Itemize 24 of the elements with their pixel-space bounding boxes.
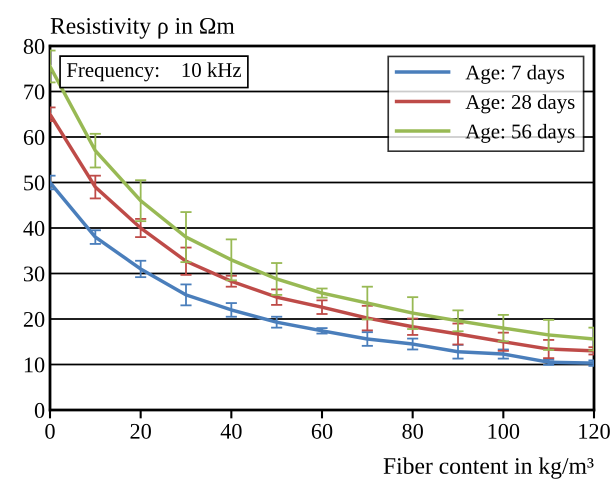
x-tick-label: 40	[220, 424, 242, 439]
x-tick-label: 60	[312, 424, 332, 439]
y-tick-label: 70	[24, 84, 44, 100]
y-tick-label: 30	[24, 266, 44, 282]
x-tick-label: 120	[579, 424, 610, 439]
annotation: Frequency: 10 kHz	[66, 62, 242, 82]
y-tick-label: 20	[24, 312, 44, 327]
y-tick-label: 60	[24, 130, 44, 145]
y-tick-label: 50	[24, 175, 44, 190]
x-tick-label: 20	[130, 424, 151, 439]
legend-label: Age: 7 days	[466, 64, 564, 84]
x-tick-label: 0	[45, 424, 55, 439]
x-tick-label: 80	[402, 424, 423, 439]
y-axis-title: Resistivity ρ in Ωm	[50, 18, 234, 39]
y-tick-label: 10	[24, 357, 44, 372]
legend-label: Age: 28 days	[466, 94, 574, 114]
y-tick-label: 0	[34, 402, 44, 418]
x-axis-title: Fiber content in kg/m³	[384, 457, 594, 479]
legend-label: Age: 56 days	[466, 124, 574, 143]
line-series	[50, 180, 594, 365]
x-tick-label: 100	[488, 424, 520, 439]
y-tick-label: 80	[24, 38, 44, 54]
y-tick-label: 40	[23, 220, 44, 236]
line-series	[50, 112, 594, 353]
